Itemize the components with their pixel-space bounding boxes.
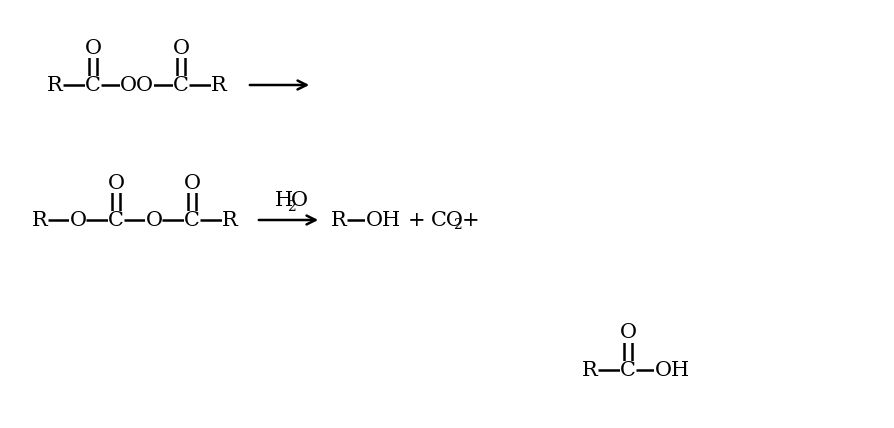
Text: O: O xyxy=(183,173,200,193)
Text: R: R xyxy=(222,211,238,229)
Text: H: H xyxy=(274,190,292,209)
Text: R: R xyxy=(211,75,226,95)
Text: R: R xyxy=(331,211,347,229)
Text: O: O xyxy=(173,39,190,57)
Text: OO: OO xyxy=(120,75,154,95)
Text: 2: 2 xyxy=(287,200,296,214)
Text: OH: OH xyxy=(654,360,688,380)
Text: C: C xyxy=(184,211,199,229)
Text: C: C xyxy=(85,75,101,95)
Text: +: + xyxy=(408,211,426,229)
Text: C: C xyxy=(108,211,123,229)
Text: +: + xyxy=(461,211,479,229)
Text: CO: CO xyxy=(430,211,463,229)
Text: O: O xyxy=(291,190,308,209)
Text: O: O xyxy=(619,324,636,342)
Text: R: R xyxy=(47,75,63,95)
Text: O: O xyxy=(84,39,101,57)
Text: 2: 2 xyxy=(452,218,461,232)
Text: C: C xyxy=(620,360,636,380)
Text: O: O xyxy=(107,173,124,193)
Text: C: C xyxy=(173,75,189,95)
Text: O: O xyxy=(70,211,87,229)
Text: O: O xyxy=(146,211,163,229)
Text: OH: OH xyxy=(365,211,401,229)
Text: R: R xyxy=(581,360,597,380)
Text: R: R xyxy=(32,211,47,229)
